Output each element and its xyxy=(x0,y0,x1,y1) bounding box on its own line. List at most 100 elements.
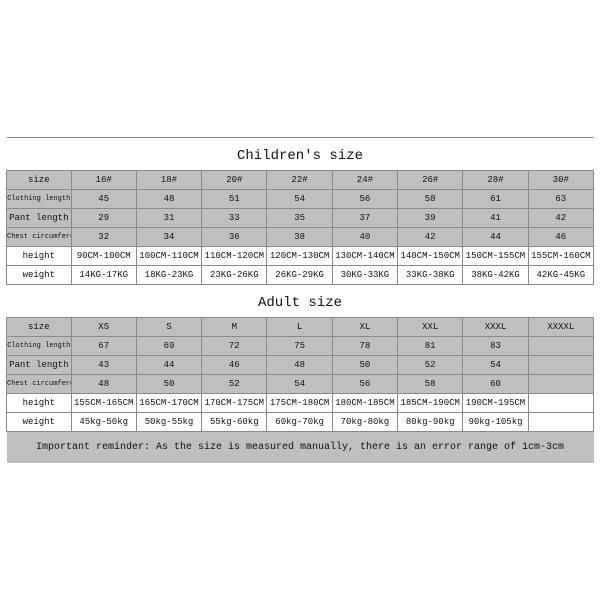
cell: 41 xyxy=(463,209,528,228)
cell xyxy=(528,356,593,375)
adult-size-2: M xyxy=(202,318,267,337)
row-label: Chest circumference 1/2 xyxy=(7,228,72,247)
cell: 33KG-38KG xyxy=(398,266,463,285)
cell: 42 xyxy=(528,209,593,228)
cell: 39 xyxy=(398,209,463,228)
cell: 48 xyxy=(71,375,136,394)
cell: 81 xyxy=(398,337,463,356)
cell: 46 xyxy=(528,228,593,247)
table-row: Pant length 29 31 33 35 37 39 41 42 xyxy=(7,209,594,228)
cell: 140CM-150CM xyxy=(398,247,463,266)
cell: 34 xyxy=(136,228,201,247)
cell: 50kg-55kg xyxy=(136,413,201,432)
cell: 78 xyxy=(332,337,397,356)
cell: 54 xyxy=(463,356,528,375)
children-header-row: size 16# 18# 20# 22# 24# 26# 28# 30# xyxy=(7,171,594,190)
cell: 44 xyxy=(136,356,201,375)
children-size-5: 26# xyxy=(398,171,463,190)
children-size-3: 22# xyxy=(267,171,332,190)
cell: 38 xyxy=(267,228,332,247)
cell: 185CM-190CM xyxy=(398,394,463,413)
cell: 52 xyxy=(398,356,463,375)
cell: 45 xyxy=(71,190,136,209)
row-label: Pant length xyxy=(7,209,72,228)
row-label: height xyxy=(7,247,72,266)
footer-reminder: Important reminder: As the size is measu… xyxy=(7,432,594,464)
table-row: Pant length 43 44 46 48 50 52 54 xyxy=(7,356,594,375)
cell: 56 xyxy=(332,375,397,394)
adult-size-0: XS xyxy=(71,318,136,337)
adult-size-5: XXL xyxy=(398,318,463,337)
cell: 33 xyxy=(202,209,267,228)
cell: 60kg-70kg xyxy=(267,413,332,432)
adult-title: Adult size xyxy=(7,285,594,318)
adult-header-label: size xyxy=(7,318,72,337)
children-size-0: 16# xyxy=(71,171,136,190)
cell: 50 xyxy=(136,375,201,394)
cell: 50 xyxy=(332,356,397,375)
cell: 170CM-175CM xyxy=(202,394,267,413)
table-row: height 155CM-165CM 165CM-170CM 170CM-175… xyxy=(7,394,594,413)
cell: 26KG-29KG xyxy=(267,266,332,285)
cell: 43 xyxy=(71,356,136,375)
row-label: Chest circumference 1/2 xyxy=(7,375,72,394)
cell: 58 xyxy=(398,190,463,209)
cell: 35 xyxy=(267,209,332,228)
cell: 63 xyxy=(528,190,593,209)
table-row: weight 14KG-17KG 18KG-23KG 23KG-26KG 26K… xyxy=(7,266,594,285)
cell: 42 xyxy=(398,228,463,247)
cell: 38KG-42KG xyxy=(463,266,528,285)
cell: 58 xyxy=(398,375,463,394)
cell: 55kg-60kg xyxy=(202,413,267,432)
cell: 120CM-130CM xyxy=(267,247,332,266)
row-label: weight xyxy=(7,413,72,432)
cell: 14KG-17KG xyxy=(71,266,136,285)
children-section: Children's size size 16# 18# 20# 22# 24#… xyxy=(7,138,594,285)
row-label: height xyxy=(7,394,72,413)
cell: 36 xyxy=(202,228,267,247)
cell: 130CM-140CM xyxy=(332,247,397,266)
cell: 80kg-90kg xyxy=(398,413,463,432)
cell: 69 xyxy=(136,337,201,356)
cell: 48 xyxy=(136,190,201,209)
children-size-6: 28# xyxy=(463,171,528,190)
cell: 46 xyxy=(202,356,267,375)
children-size-1: 18# xyxy=(136,171,201,190)
cell: 72 xyxy=(202,337,267,356)
children-title: Children's size xyxy=(7,138,594,171)
cell: 83 xyxy=(463,337,528,356)
cell xyxy=(528,413,593,432)
cell: 18KG-23KG xyxy=(136,266,201,285)
row-label: Clothing length xyxy=(7,190,72,209)
children-size-4: 24# xyxy=(332,171,397,190)
table-row: Chest circumference 1/2 32 34 36 38 40 4… xyxy=(7,228,594,247)
cell: 165CM-170CM xyxy=(136,394,201,413)
cell xyxy=(528,337,593,356)
cell: 155CM-160CM xyxy=(528,247,593,266)
table-row: height 90CM-100CM 100CM-110CM 110CM-120C… xyxy=(7,247,594,266)
cell: 175CM-180CM xyxy=(267,394,332,413)
children-size-2: 20# xyxy=(202,171,267,190)
cell: 40 xyxy=(332,228,397,247)
cell: 70kg-80kg xyxy=(332,413,397,432)
cell: 45kg-50kg xyxy=(71,413,136,432)
adult-section: Adult size size XS S M L XL XXL XXXL XXX… xyxy=(7,285,594,464)
cell: 90CM-100CM xyxy=(71,247,136,266)
adult-size-4: XL xyxy=(332,318,397,337)
children-header-label: size xyxy=(7,171,72,190)
cell: 190CM-195CM xyxy=(463,394,528,413)
cell: 100CM-110CM xyxy=(136,247,201,266)
table-row: weight 45kg-50kg 50kg-55kg 55kg-60kg 60k… xyxy=(7,413,594,432)
cell: 155CM-165CM xyxy=(71,394,136,413)
cell: 56 xyxy=(332,190,397,209)
cell: 150CM-155CM xyxy=(463,247,528,266)
cell: 42KG-45KG xyxy=(528,266,593,285)
cell: 67 xyxy=(71,337,136,356)
adult-size-6: XXXL xyxy=(463,318,528,337)
children-size-7: 30# xyxy=(528,171,593,190)
cell: 180CM-185CM xyxy=(332,394,397,413)
cell: 44 xyxy=(463,228,528,247)
cell: 52 xyxy=(202,375,267,394)
adult-size-7: XXXXL xyxy=(528,318,593,337)
table-row: Clothing length 67 69 72 75 78 81 83 xyxy=(7,337,594,356)
